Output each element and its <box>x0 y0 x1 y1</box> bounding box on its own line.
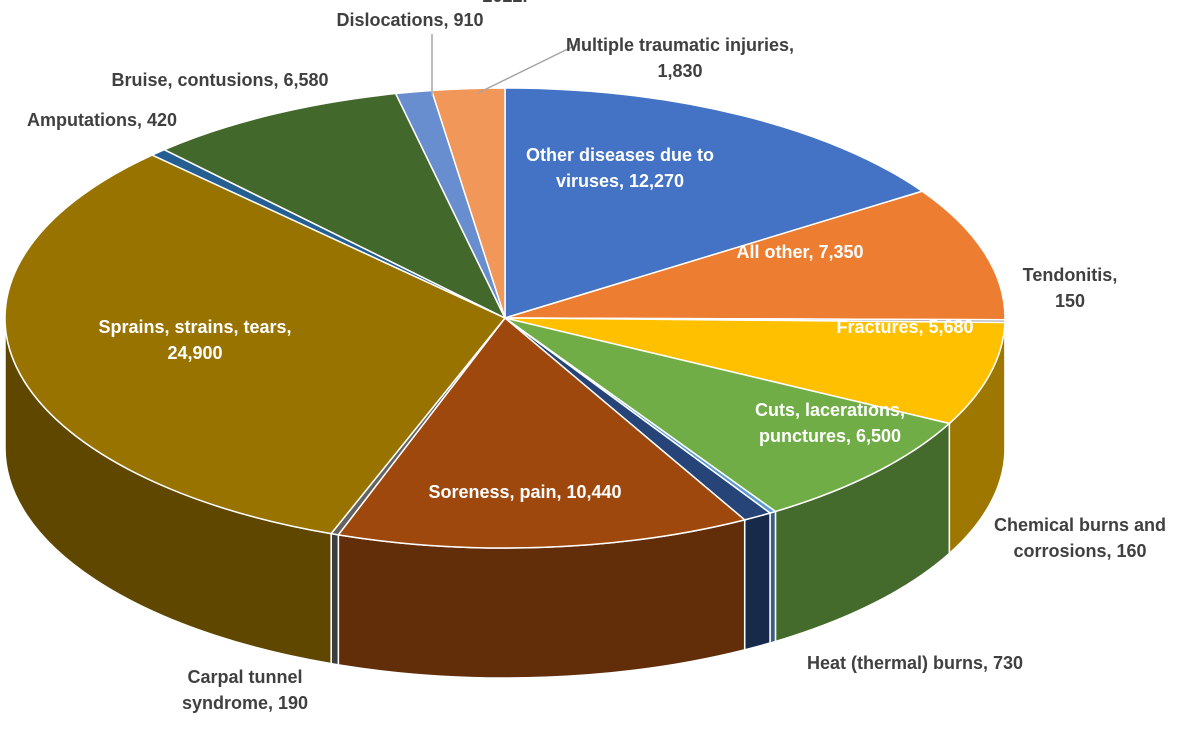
data-label: Bruise, contusions, 6,580 <box>111 70 329 90</box>
slice <box>504 317 1006 425</box>
data-label: Other diseases due to viruses, 12,270 <box>525 145 715 191</box>
slice <box>162 92 507 320</box>
slice-side <box>743 512 771 651</box>
data-label: Sprains, strains, tears, 24,900 <box>98 317 292 363</box>
data-label: All other, 7,350 <box>736 242 864 262</box>
data-label: Soreness, pain, 10,440 <box>428 482 622 502</box>
slice-side <box>769 510 777 645</box>
data-label: Heat (thermal) burns, 730 <box>806 653 1024 673</box>
data-label: Amputations, 420 <box>26 110 178 130</box>
slice <box>504 87 924 320</box>
data-label: Fractures, 5,680 <box>836 317 974 337</box>
slice-side <box>330 532 340 666</box>
data-label: Cuts, lacerations, punctures, 6,500 <box>754 400 906 446</box>
data-label: Tendonitis, 150 <box>1022 265 1118 311</box>
leader-line <box>477 43 579 94</box>
slice <box>504 190 1006 321</box>
slice <box>504 317 951 513</box>
data-label: Dislocations, 910 <box>336 10 484 30</box>
data-label: Multiple traumatic injuries, 1,830 <box>565 35 795 81</box>
data-label: Carpal tunnel syndrome, 190 <box>181 667 309 713</box>
data-label: Chemical burns and corrosions, 160 <box>993 515 1167 561</box>
slice <box>336 316 747 549</box>
slice <box>4 154 507 535</box>
chart-title: 2022. <box>405 0 605 9</box>
